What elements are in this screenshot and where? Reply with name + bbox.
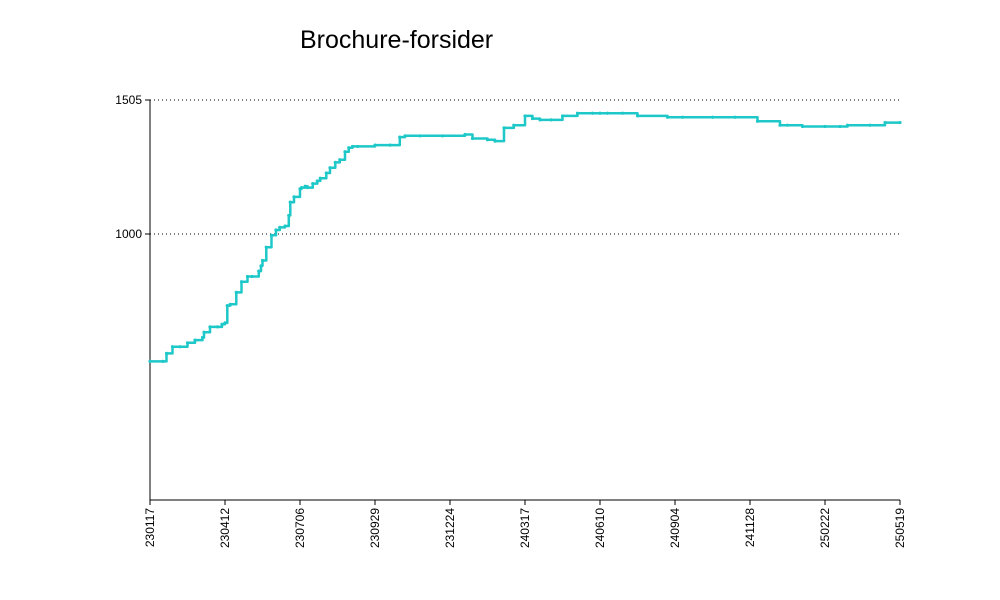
data-point: [755, 119, 760, 123]
data-point: [257, 269, 261, 273]
data-point: [512, 123, 516, 127]
series-layer: [148, 111, 902, 363]
data-point: [215, 325, 220, 329]
data-point: [278, 225, 282, 229]
x-tick-label: 230117: [143, 508, 157, 547]
x-tick-label: 230412: [218, 508, 232, 548]
x-tick-label: 240610: [593, 508, 607, 548]
data-point: [250, 274, 254, 279]
data-point: [838, 124, 842, 129]
data-point: [208, 325, 212, 329]
data-point: [373, 143, 377, 147]
data-point: [324, 171, 328, 175]
data-point: [283, 224, 287, 228]
data-point: [575, 111, 580, 115]
data-point: [193, 338, 197, 342]
data-point: [898, 120, 902, 125]
data-point: [440, 134, 445, 138]
data-point: [785, 123, 790, 127]
data-point: [148, 359, 152, 363]
series-line: [150, 112, 900, 363]
data-point: [288, 200, 292, 204]
data-point: [868, 123, 872, 127]
data-point: [733, 115, 737, 119]
data-point: [398, 135, 402, 139]
data-point: [328, 166, 332, 170]
data-point: [318, 176, 322, 180]
data-point: [538, 118, 542, 122]
data-point: [560, 114, 565, 118]
data-point: [800, 124, 805, 129]
data-point: [274, 228, 278, 232]
data-point: [778, 123, 782, 127]
data-point: [680, 115, 685, 119]
data-point: [333, 160, 337, 164]
data-point: [287, 213, 291, 218]
data-point: [202, 330, 206, 334]
data-point: [403, 134, 407, 138]
y-tick-label: 1505: [115, 93, 142, 107]
data-point: [883, 120, 887, 125]
x-tick-label: 230929: [368, 508, 382, 548]
x-tick-label: 250519: [893, 508, 907, 548]
data-point: [315, 179, 319, 183]
data-point: [350, 144, 355, 149]
data-point: [823, 124, 827, 129]
data-point: [228, 302, 232, 306]
chart-title: Brochure-forsider: [300, 26, 494, 54]
data-point: [225, 304, 229, 308]
data-point: [311, 181, 315, 186]
data-point: [418, 134, 422, 138]
x-tick-label: 241128: [743, 508, 757, 547]
data-point: [549, 118, 553, 122]
data-point: [185, 341, 190, 345]
data-point: [200, 335, 205, 340]
data-point: [388, 143, 392, 147]
data-point: [170, 345, 175, 349]
x-tick-label: 250222: [818, 508, 832, 548]
data-point: [259, 264, 263, 268]
data-point: [305, 185, 310, 190]
data-point: [164, 351, 169, 356]
data-point: [223, 321, 227, 325]
data-point: [343, 150, 347, 154]
data-point: [161, 359, 165, 363]
x-tick-label: 231224: [443, 508, 457, 548]
data-point: [485, 138, 490, 142]
data-point: [220, 322, 224, 326]
y-tick-label: 1000: [115, 227, 142, 241]
data-point: [260, 258, 265, 263]
data-point: [356, 144, 360, 149]
data-point: [523, 114, 527, 118]
data-point: [598, 111, 602, 115]
data-point: [493, 139, 497, 143]
x-tick-label: 240317: [518, 508, 532, 548]
data-point: [239, 280, 244, 284]
data-point: [338, 158, 342, 162]
data-point: [590, 111, 595, 115]
data-point: [292, 195, 296, 199]
data-point: [665, 115, 670, 119]
data-point: [605, 111, 610, 115]
data-point: [264, 245, 268, 249]
data-point: [463, 132, 467, 137]
data-point: [347, 146, 351, 150]
data-point: [635, 114, 640, 118]
data-point: [299, 185, 304, 190]
data-point: [178, 345, 182, 349]
data-point: [845, 123, 850, 127]
data-point: [620, 111, 625, 115]
data-point: [234, 290, 238, 294]
data-point: [530, 116, 535, 121]
axes: [149, 100, 900, 501]
data-point: [470, 136, 475, 141]
data-point: [502, 126, 506, 130]
data-point: [710, 115, 715, 119]
ticks: 1000 1505 230117 230412 230706 230929 231224 24…: [115, 93, 907, 548]
data-point: [269, 233, 274, 237]
data-point: [245, 274, 250, 279]
x-tick-label: 230706: [293, 508, 307, 548]
x-tick-label: 240904: [668, 508, 682, 548]
